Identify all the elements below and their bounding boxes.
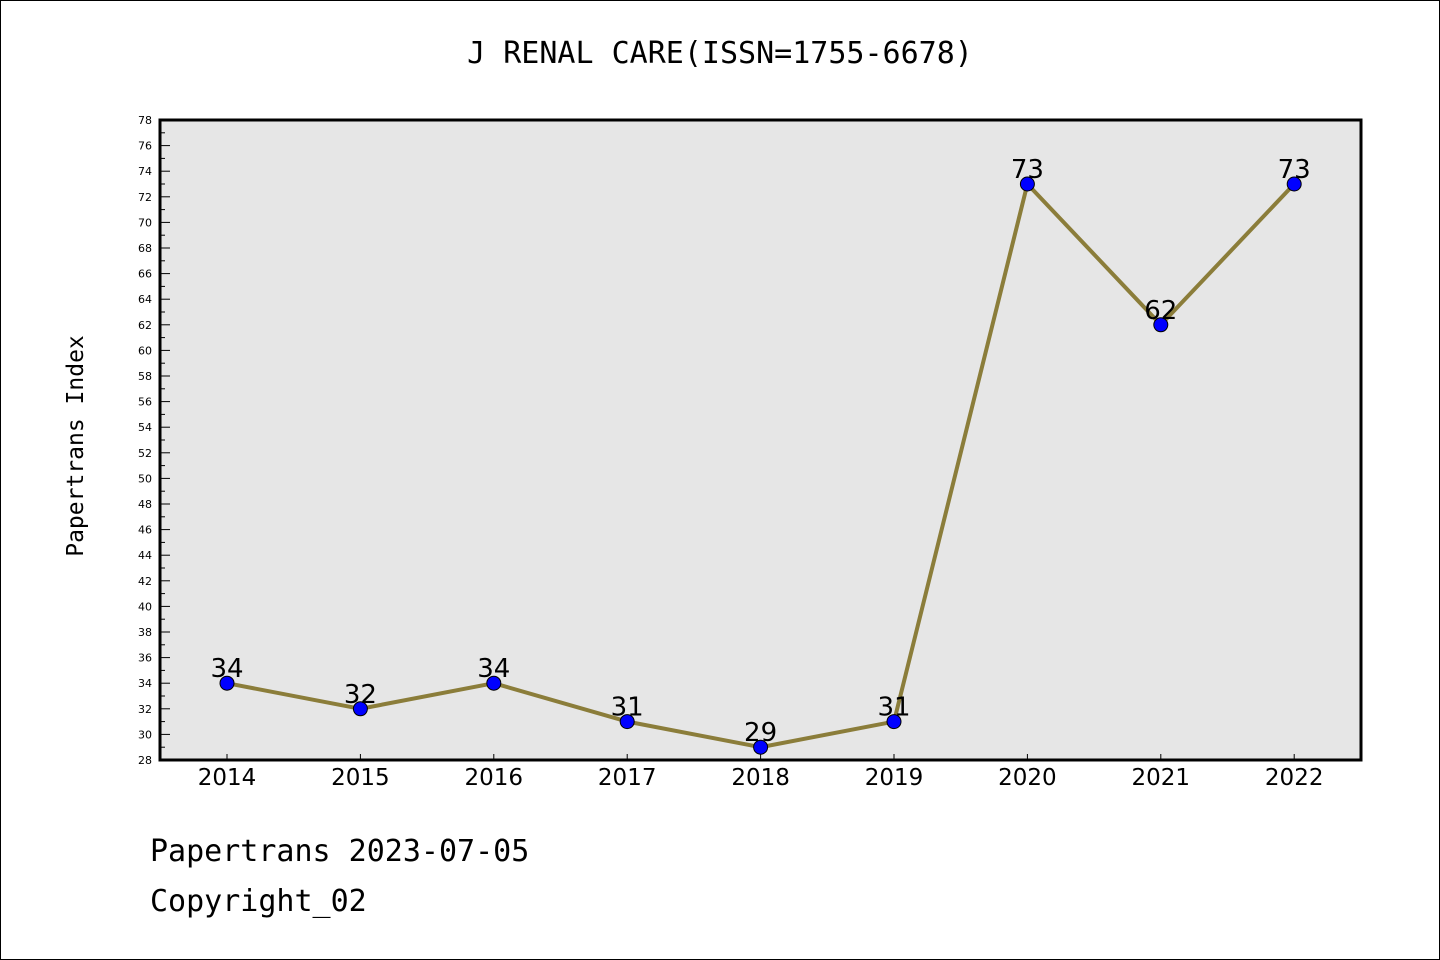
x-tick-label: 2014 [198,765,257,791]
data-label: 34 [210,654,243,684]
footer-copyright: Copyright_02 [150,884,367,919]
y-tick-label: 56 [138,396,152,409]
y-tick-label: 44 [138,549,152,562]
data-point [753,739,769,755]
plot-area [160,120,1361,760]
data-label: 29 [744,718,777,748]
x-tick-label: 2019 [865,765,924,791]
y-tick-label: 76 [138,140,152,153]
x-tick-label: 2020 [998,765,1057,791]
data-label: 62 [1144,296,1177,326]
chart-title: J RENAL CARE(ISSN=1755-6678) [467,36,973,71]
y-tick-label: 62 [138,319,152,332]
y-tick-label: 42 [138,575,152,588]
y-tick-label: 58 [138,370,152,383]
y-tick-label: 74 [138,165,152,178]
y-tick-label: 40 [138,600,152,613]
plot-border [158,118,1363,762]
y-axis: 28 30 32 34 36 38 40 42 44 46 48 50 52 54 56 58 60 62 64 66… [138,114,170,767]
data-label: 32 [344,680,377,710]
y-tick-label: 38 [138,626,152,639]
x-tick-label: 2016 [465,765,524,791]
data-point [886,714,902,730]
data-point [352,701,368,717]
data-label: 34 [477,654,510,684]
y-tick-label: 48 [138,498,152,511]
series-layer: 34 32 34 31 29 31 73 62 73 [210,155,1311,755]
y-tick-label: 68 [138,242,152,255]
x-tick-label: 2017 [598,765,657,791]
data-point [219,675,235,691]
y-tick-label: 50 [138,472,152,485]
data-point [1286,176,1302,192]
y-tick-label: 34 [138,677,152,690]
data-point [619,714,635,730]
y-tick-label: 52 [138,447,152,460]
data-point [1019,176,1035,192]
y-tick-label: 78 [138,114,152,127]
y-tick-label: 32 [138,703,152,716]
x-tick-label: 2021 [1132,765,1191,791]
y-tick-label: 66 [138,268,152,281]
y-tick-label: 36 [138,652,152,665]
x-tick-label: 2018 [731,765,790,791]
y-tick-label: 70 [138,216,152,229]
data-point [486,675,502,691]
x-tick-label: 2015 [331,765,390,791]
data-label: 31 [877,693,910,723]
data-label: 31 [611,693,644,723]
data-point [1153,317,1169,333]
x-axis: 2014 2015 2016 2017 2018 2019 2020 2021 2022 [198,754,1324,791]
y-tick-label: 72 [138,191,152,204]
y-tick-label: 54 [138,421,152,434]
data-label: 73 [1278,155,1311,185]
y-tick-label: 60 [138,344,152,357]
y-tick-label: 46 [138,524,152,537]
footer-date: Papertrans 2023-07-05 [150,834,530,869]
y-tick-label: 28 [138,754,152,767]
x-tick-label: 2022 [1265,765,1324,791]
y-tick-label: 64 [138,293,152,306]
y-tick-label: 30 [138,728,152,741]
data-label: 73 [1011,155,1044,185]
